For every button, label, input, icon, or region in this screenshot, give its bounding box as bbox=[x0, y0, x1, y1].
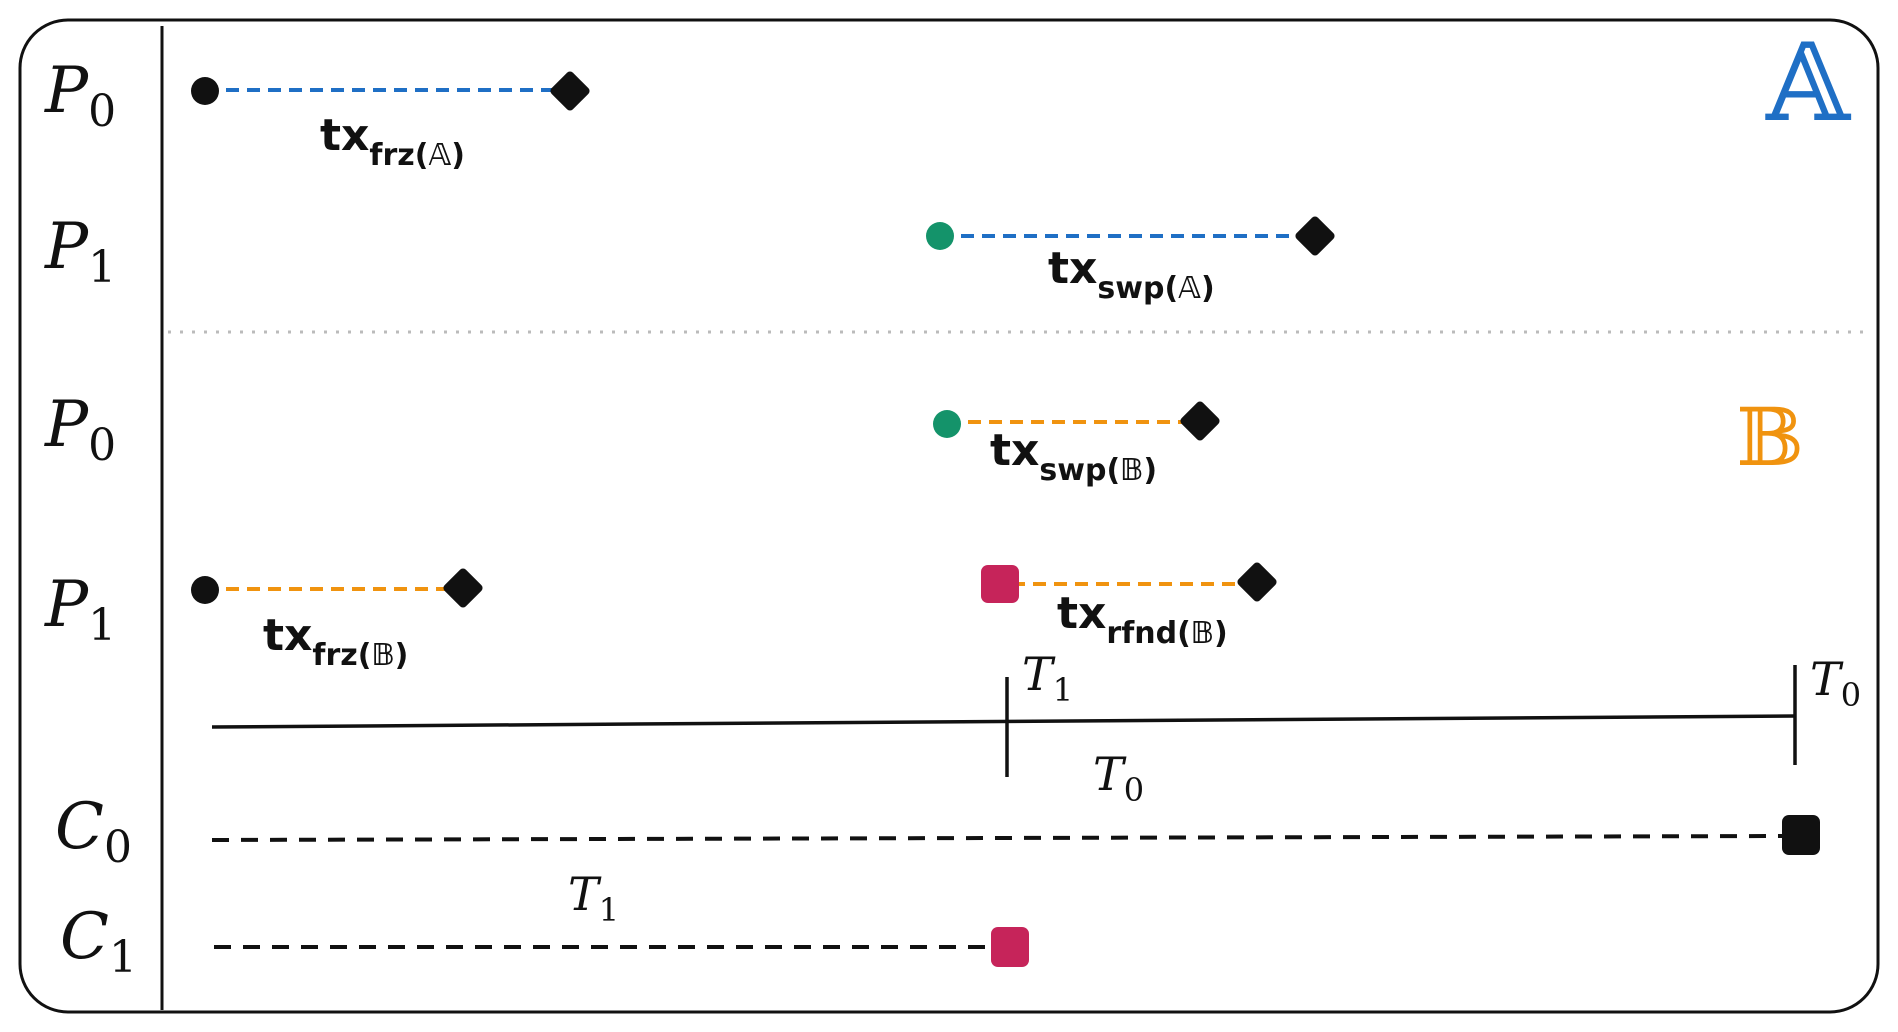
row-label-p1-a: P1 bbox=[44, 210, 116, 293]
tx-swap-b-label: txswp(𝔹) bbox=[990, 425, 1157, 488]
tx-freeze-b-label: txfrz(𝔹) bbox=[263, 610, 408, 673]
timeline-label-t0-upper: T0 bbox=[1810, 652, 1861, 714]
diagram-frame bbox=[18, 18, 1880, 1014]
tx-swap-a-label: txswp(𝔸) bbox=[1048, 243, 1215, 306]
tx-swap-a: txswp(𝔸) bbox=[926, 216, 1335, 306]
tx-freeze-a-end-diamond bbox=[550, 71, 590, 111]
contract-c0-end-square bbox=[1782, 815, 1820, 855]
contract-c1-end-square bbox=[991, 927, 1029, 967]
tx-freeze-a-start-dot bbox=[191, 77, 219, 105]
tx-refund-b-end-diamond bbox=[1237, 562, 1277, 602]
tx-swap-b-start-dot bbox=[933, 410, 961, 438]
tx-refund-b: txrfnd(𝔹) bbox=[981, 562, 1277, 651]
contract-c1: C1 bbox=[60, 900, 1029, 983]
tx-freeze-b-end-diamond bbox=[443, 568, 483, 608]
tx-swap-b-end-diamond bbox=[1180, 401, 1220, 441]
tx-swap-a-start-dot bbox=[926, 222, 954, 250]
tx-refund-b-label: txrfnd(𝔹) bbox=[1057, 588, 1228, 651]
tx-swap-b: txswp(𝔹) bbox=[933, 401, 1220, 488]
timeline-label-t0-lower: T0 bbox=[1093, 747, 1144, 809]
tx-swap-a-end-diamond bbox=[1295, 216, 1335, 256]
timeline: T1 T0 T0 T1 bbox=[211, 647, 1861, 929]
contract-c1-label: C1 bbox=[60, 900, 137, 983]
row-label-p0-a: P0 bbox=[44, 54, 116, 137]
timeline-label-t1-lower: T1 bbox=[568, 867, 619, 929]
row-label-p1-b: P1 bbox=[44, 568, 116, 651]
row-label-p0-b: P0 bbox=[44, 388, 116, 471]
tx-freeze-b-start-dot bbox=[191, 576, 219, 604]
tx-freeze-b: txfrz(𝔹) bbox=[191, 568, 483, 673]
contract-c0-line bbox=[211, 834, 1783, 842]
chain-b-symbol: 𝔹 bbox=[1736, 391, 1804, 484]
contract-c0-label: C0 bbox=[55, 790, 132, 873]
tx-refund-b-start-square bbox=[981, 565, 1019, 603]
timeline-label-t1-upper: T1 bbox=[1022, 647, 1073, 709]
tx-freeze-a-label: txfrz(𝔸) bbox=[320, 110, 465, 173]
contract-c0: C0 bbox=[55, 790, 1820, 873]
tx-freeze-a: txfrz(𝔸) bbox=[191, 71, 590, 173]
timeline-axis bbox=[211, 714, 1796, 729]
chain-a-symbol: 𝔸 bbox=[1765, 21, 1852, 146]
